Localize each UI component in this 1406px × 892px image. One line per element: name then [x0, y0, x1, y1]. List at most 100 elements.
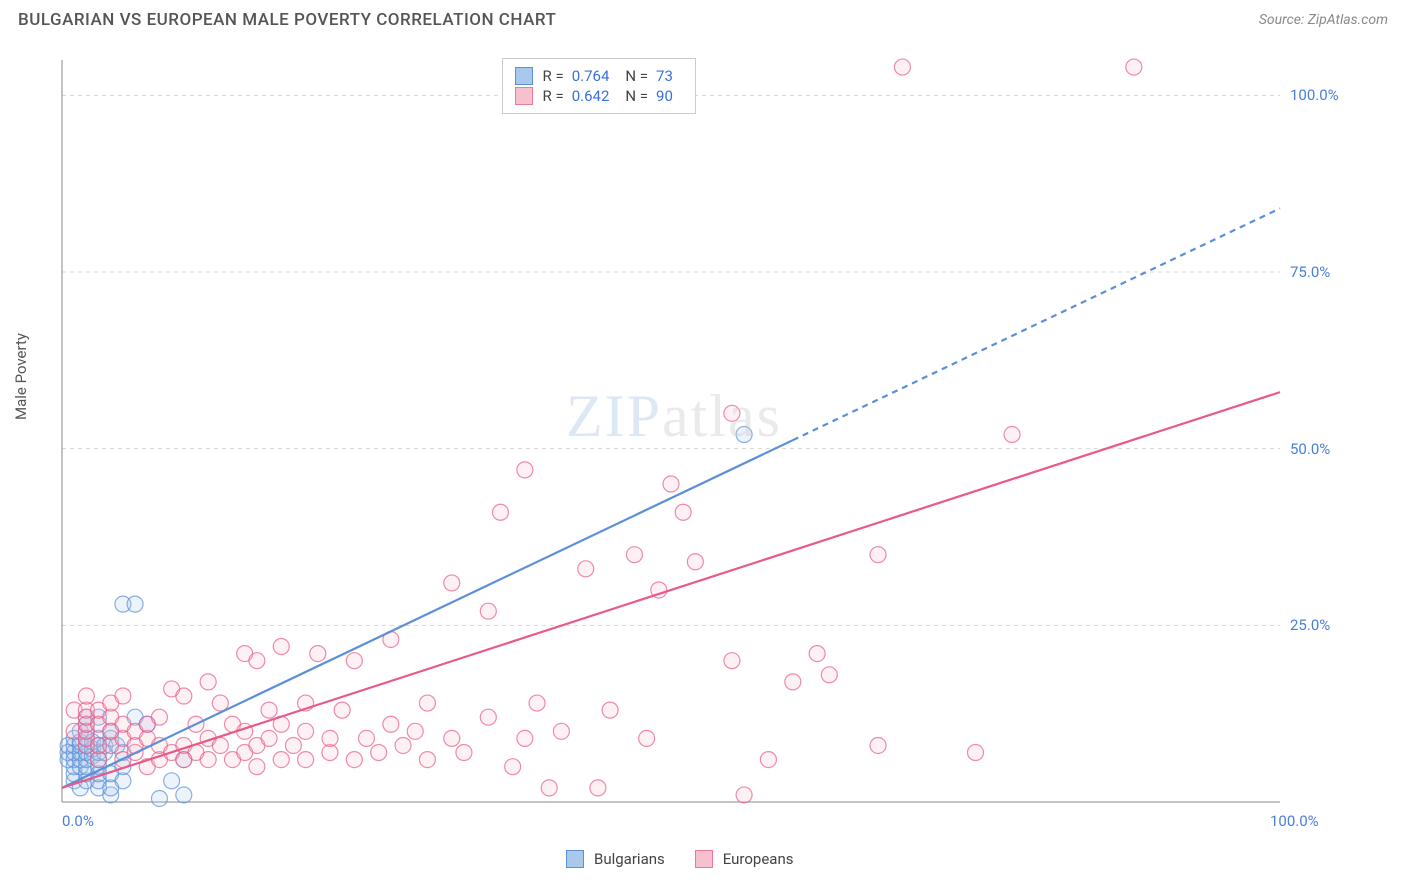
data-point	[870, 737, 886, 753]
chart-title: BULGARIAN VS EUROPEAN MALE POVERTY CORRE…	[18, 10, 556, 30]
legend-row: R = 0.764 N = 73	[515, 67, 683, 85]
data-point	[285, 737, 301, 753]
chart-canvas	[50, 50, 1340, 840]
data-point	[261, 730, 277, 746]
trend-line	[62, 392, 1280, 788]
data-point	[176, 787, 192, 803]
series-legend: Bulgarians Europeans	[566, 850, 794, 868]
data-point	[736, 427, 752, 443]
data-point	[346, 752, 362, 768]
data-point	[164, 773, 180, 789]
y-tick-label: 100.0%	[1290, 86, 1339, 104]
data-point	[724, 405, 740, 421]
data-point	[371, 745, 387, 761]
data-point	[322, 730, 338, 746]
legend-item-label: Bulgarians	[594, 850, 665, 868]
r-value: 0.764	[572, 67, 610, 85]
data-point	[249, 759, 265, 775]
data-point	[115, 688, 131, 704]
legend-swatch	[566, 850, 584, 868]
data-point	[273, 639, 289, 655]
data-point	[785, 674, 801, 690]
legend-row: R = 0.642 N = 90	[515, 87, 683, 105]
data-point	[298, 752, 314, 768]
data-point	[821, 667, 837, 683]
data-point	[200, 752, 216, 768]
data-point	[310, 646, 326, 662]
data-point	[578, 561, 594, 577]
data-point	[541, 780, 557, 796]
data-point	[505, 759, 521, 775]
data-point	[444, 575, 460, 591]
y-axis-label: Male Poverty	[12, 333, 30, 420]
data-point	[809, 646, 825, 662]
data-point	[870, 547, 886, 563]
n-label: N =	[625, 87, 648, 105]
data-point	[1004, 427, 1020, 443]
data-point	[383, 716, 399, 732]
data-point	[517, 462, 533, 478]
data-point	[261, 702, 277, 718]
legend-item: Bulgarians	[566, 850, 665, 868]
data-point	[480, 603, 496, 619]
legend-swatch	[695, 850, 713, 868]
data-point	[419, 752, 435, 768]
data-point	[249, 653, 265, 669]
legend-swatch	[515, 67, 533, 85]
y-tick-label: 75.0%	[1290, 263, 1330, 281]
data-point	[553, 723, 569, 739]
data-point	[760, 752, 776, 768]
data-point	[407, 723, 423, 739]
y-tick-label: 25.0%	[1290, 616, 1330, 634]
data-point	[151, 790, 167, 806]
data-point	[626, 547, 642, 563]
data-point	[176, 688, 192, 704]
data-point	[517, 730, 533, 746]
data-point	[273, 752, 289, 768]
data-point	[212, 737, 228, 753]
data-point	[590, 780, 606, 796]
x-tick-label: 100.0%	[1270, 812, 1319, 830]
data-point	[968, 745, 984, 761]
data-point	[298, 723, 314, 739]
data-point	[334, 702, 350, 718]
correlation-legend: R = 0.764 N = 73 R = 0.642 N = 90	[502, 58, 696, 114]
x-tick-label: 0.0%	[62, 812, 94, 830]
legend-swatch	[515, 87, 533, 105]
data-point	[529, 695, 545, 711]
n-label: N =	[625, 67, 648, 85]
data-point	[602, 702, 618, 718]
n-value: 90	[656, 87, 673, 105]
trend-line	[62, 440, 793, 788]
data-point	[894, 59, 910, 75]
n-value: 73	[656, 67, 673, 85]
data-point	[675, 504, 691, 520]
source-attribution: Source: ZipAtlas.com	[1259, 12, 1388, 28]
data-point	[736, 787, 752, 803]
data-point	[395, 737, 411, 753]
r-label: R =	[543, 87, 564, 105]
trend-line-extrapolated	[793, 208, 1280, 440]
data-point	[200, 674, 216, 690]
data-point	[1126, 59, 1142, 75]
data-point	[359, 730, 375, 746]
data-point	[639, 730, 655, 746]
data-point	[724, 653, 740, 669]
data-point	[492, 504, 508, 520]
data-point	[78, 688, 94, 704]
r-value: 0.642	[572, 87, 610, 105]
data-point	[480, 709, 496, 725]
data-point	[456, 745, 472, 761]
scatter-chart: R =0.764N =73R =0.642N =90 BulgariansEur…	[50, 50, 1340, 840]
y-tick-label: 50.0%	[1290, 440, 1330, 458]
data-point	[687, 554, 703, 570]
data-point	[663, 476, 679, 492]
r-label: R =	[543, 67, 564, 85]
legend-item-label: Europeans	[723, 850, 794, 868]
legend-item: Europeans	[695, 850, 794, 868]
data-point	[151, 709, 167, 725]
data-point	[127, 596, 143, 612]
data-point	[419, 695, 435, 711]
data-point	[444, 730, 460, 746]
data-point	[346, 653, 362, 669]
